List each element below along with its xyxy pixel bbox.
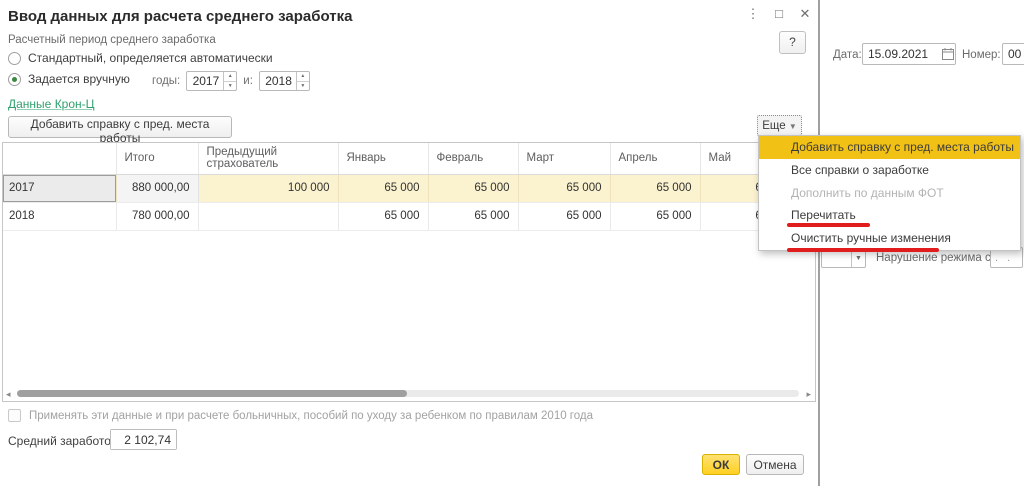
chevron-down-icon[interactable]: ▼ xyxy=(851,249,865,267)
number-label: Номер: xyxy=(962,49,1001,61)
cell-year[interactable]: 2018 xyxy=(3,202,117,231)
date-input[interactable] xyxy=(863,47,940,61)
dialog-title: Ввод данных для расчета среднего заработ… xyxy=(8,8,353,25)
date-field[interactable] xyxy=(862,43,956,65)
cell-apr[interactable]: 65 000 xyxy=(610,174,701,203)
calendar-icon[interactable] xyxy=(940,44,955,64)
ok-button[interactable]: ОК xyxy=(702,454,740,475)
period-caption: Расчетный период среднего заработка xyxy=(8,34,216,46)
cell-mar[interactable]: 65 000 xyxy=(518,174,611,203)
radio-manual-icon[interactable] xyxy=(8,72,21,86)
col-january[interactable]: Январь xyxy=(338,143,429,175)
cell-mar[interactable]: 65 000 xyxy=(518,202,611,231)
radio-manual-label: Задается вручную xyxy=(28,72,130,86)
apply-2010-rules-row[interactable]: Применять эти данные и при расчете больн… xyxy=(8,409,593,422)
window-controls: ⋮ □ ✕ xyxy=(744,6,814,22)
violation-date-placeholder: . . xyxy=(995,251,1014,264)
help-button[interactable]: ? xyxy=(779,31,806,54)
menu-item-all-certificates[interactable]: Все справки о заработке xyxy=(791,162,929,177)
menu-item-supplement-fot[interactable]: Дополнить по данным ФОТ xyxy=(791,185,944,200)
scroll-right-icon[interactable]: ▸ xyxy=(806,389,811,399)
earnings-table: Итого Предыдущий страхователь Январь Фев… xyxy=(2,142,816,402)
radio-auto-icon[interactable] xyxy=(8,51,21,65)
radio-auto-label: Стандартный, определяется автоматически xyxy=(28,51,273,65)
horizontal-scrollbar[interactable] xyxy=(17,390,799,397)
cell-jan[interactable]: 65 000 xyxy=(338,174,429,203)
menu-item-add-certificate[interactable]: Добавить справку с пред. места работы xyxy=(759,136,1020,159)
col-prev-insurer[interactable]: Предыдущий страхователь xyxy=(198,143,339,175)
and-label: и: xyxy=(243,75,253,87)
menu-item-reread[interactable]: Перечитать xyxy=(759,204,1020,228)
cell-total[interactable]: 780 000,00 xyxy=(116,202,199,231)
year-to-field[interactable]: ▲▼ xyxy=(258,71,310,91)
year-from-input[interactable] xyxy=(187,72,224,90)
cell-jan[interactable]: 65 000 xyxy=(338,202,429,231)
col-february[interactable]: Февраль xyxy=(428,143,519,175)
cell-prev-insurer[interactable]: 100 000 xyxy=(198,174,339,203)
radio-row-auto[interactable]: Стандартный, определяется автоматически xyxy=(8,51,273,65)
table-row-2017[interactable]: 2017 880 000,00 100 000 65 000 65 000 65… xyxy=(3,174,816,203)
spin-down-icon[interactable]: ▼ xyxy=(300,83,306,89)
red-annotation-underline xyxy=(787,247,939,252)
close-icon[interactable]: ✕ xyxy=(799,6,811,21)
chevron-down-icon: ▼ xyxy=(788,121,797,131)
cell-apr[interactable]: 65 000 xyxy=(610,202,701,231)
apply-2010-rules-label: Применять эти данные и при расчете больн… xyxy=(29,409,593,422)
scrollbar-thumb[interactable] xyxy=(17,390,407,397)
spin-down-icon[interactable]: ▼ xyxy=(227,83,233,89)
spin-up-icon[interactable]: ▲ xyxy=(224,72,237,82)
red-annotation-underline xyxy=(787,223,870,228)
years-label: годы: xyxy=(152,75,181,87)
maximize-icon[interactable]: □ xyxy=(775,6,783,21)
cancel-button[interactable]: Отмена xyxy=(746,454,804,475)
year-to-spinner[interactable]: ▲ ▼ xyxy=(295,72,309,90)
average-earnings-field[interactable] xyxy=(110,429,177,450)
more-button[interactable]: Еще ▼ xyxy=(757,115,802,136)
col-march[interactable]: Март xyxy=(518,143,611,175)
cell-year[interactable]: 2017 xyxy=(3,174,117,203)
number-field[interactable] xyxy=(1002,43,1024,65)
average-earnings-input[interactable] xyxy=(111,430,176,449)
more-dropdown-menu: Добавить справку с пред. места работы Вс… xyxy=(758,135,1021,252)
scroll-left-icon[interactable]: ◂ xyxy=(6,389,11,399)
menu-item-clear-manual-changes[interactable]: Очистить ручные изменения xyxy=(759,227,1020,252)
violation-label: Нарушение режима с: xyxy=(876,252,994,264)
col-april[interactable]: Апрель xyxy=(610,143,701,175)
table-header-row: Итого Предыдущий страхователь Январь Фев… xyxy=(3,143,816,175)
years-row: годы: ▲▼ и: ▲▼ xyxy=(152,71,310,91)
employer-data-link[interactable]: Данные Крон-Ц xyxy=(8,97,95,111)
cell-prev-insurer[interactable] xyxy=(198,202,339,231)
col-total[interactable]: Итого xyxy=(116,143,199,175)
cell-total[interactable]: 880 000,00 xyxy=(116,174,199,203)
col-year[interactable] xyxy=(3,143,117,175)
radio-row-manual[interactable]: Задается вручную xyxy=(8,72,130,86)
spin-up-icon[interactable]: ▲ xyxy=(296,72,309,82)
cell-feb[interactable]: 65 000 xyxy=(428,174,519,203)
year-from-spinner[interactable]: ▲ ▼ xyxy=(223,72,237,90)
add-certificate-button[interactable]: Добавить справку с пред. места работы xyxy=(8,116,232,145)
checkbox-icon[interactable] xyxy=(8,409,21,422)
number-input[interactable] xyxy=(1003,47,1024,61)
window-menu-icon[interactable]: ⋮ xyxy=(746,6,760,21)
average-earnings-label: Средний заработок: xyxy=(8,434,120,448)
year-from-field[interactable]: ▲▼ xyxy=(186,71,238,91)
cell-feb[interactable]: 65 000 xyxy=(428,202,519,231)
date-label: Дата: xyxy=(833,49,862,61)
year-to-input[interactable] xyxy=(259,72,296,90)
table-row-2018[interactable]: 2018 780 000,00 65 000 65 000 65 000 65 … xyxy=(3,202,816,231)
condition-combo[interactable]: ▼ xyxy=(821,248,866,268)
condition-combo-input[interactable] xyxy=(822,251,851,265)
